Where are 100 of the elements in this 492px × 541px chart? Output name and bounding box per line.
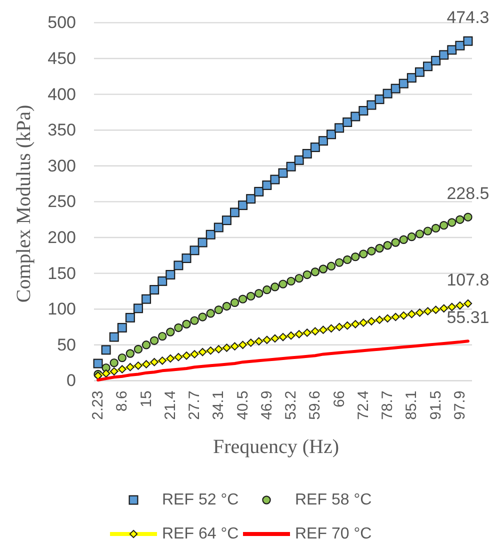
point — [222, 302, 232, 311]
point — [302, 270, 312, 280]
point — [270, 282, 280, 292]
x-tick-label: 8.6 — [114, 390, 131, 412]
point — [222, 344, 231, 352]
y-tick-label: 400 — [48, 84, 76, 104]
point — [359, 318, 368, 327]
legend-label: REF 70 °C — [295, 526, 372, 541]
point — [166, 270, 176, 280]
point — [166, 328, 175, 336]
data-label: 228.5 — [446, 184, 490, 204]
point — [182, 352, 191, 360]
point — [342, 255, 352, 264]
point — [150, 358, 158, 366]
x-tick-label: 34.1 — [210, 390, 228, 420]
y-tick-label: 500 — [48, 13, 76, 32]
point — [343, 321, 352, 330]
point — [351, 320, 360, 328]
point — [118, 365, 126, 374]
point — [359, 250, 368, 258]
point — [423, 226, 432, 236]
point — [456, 215, 464, 224]
point — [254, 289, 264, 298]
point — [182, 320, 191, 328]
x-tick-label: 78.7 — [379, 390, 396, 420]
point — [375, 316, 384, 324]
point — [158, 356, 166, 365]
point — [125, 312, 135, 322]
legend-label: REF 58 °C — [295, 492, 372, 508]
point — [126, 349, 135, 358]
x-tick-label: 27.7 — [186, 390, 204, 420]
point — [190, 350, 199, 358]
x-tick-label: 40.5 — [234, 390, 252, 420]
point — [230, 208, 240, 218]
x-tick-label: 85.1 — [403, 390, 420, 420]
y-tick-label: 350 — [48, 120, 76, 140]
point — [206, 346, 215, 355]
point — [391, 312, 400, 322]
point — [270, 174, 280, 184]
x-axis-title: Frequency (Hz) — [212, 436, 340, 458]
point — [174, 352, 183, 362]
point — [374, 94, 384, 104]
point — [342, 117, 352, 127]
point — [238, 294, 248, 304]
x-tick-label: 15 — [138, 390, 155, 408]
point — [262, 285, 272, 294]
point — [326, 130, 336, 140]
point — [416, 308, 424, 317]
point — [358, 106, 368, 116]
x-tick-label: 21.4 — [162, 390, 179, 420]
point — [440, 220, 448, 230]
point — [407, 232, 416, 242]
point — [415, 230, 424, 238]
point — [350, 112, 360, 122]
point — [246, 292, 256, 301]
point — [190, 246, 200, 256]
point — [375, 244, 384, 253]
point — [102, 369, 110, 378]
point — [214, 345, 223, 354]
point — [382, 88, 392, 98]
point — [134, 362, 142, 370]
point — [310, 142, 320, 152]
point — [206, 230, 216, 240]
x-tick-label: 59.6 — [306, 390, 324, 420]
point — [222, 216, 232, 226]
point — [118, 353, 126, 362]
point — [126, 362, 134, 372]
data-label: 107.8 — [446, 270, 490, 290]
point — [408, 310, 416, 318]
point — [246, 194, 256, 204]
point — [464, 299, 472, 308]
point — [286, 331, 296, 340]
x-tick-label: 91.5 — [427, 390, 444, 420]
point — [399, 235, 408, 244]
point — [117, 322, 127, 332]
point — [456, 301, 464, 310]
y-tick-label: 50 — [57, 335, 76, 354]
point — [278, 168, 288, 178]
point — [262, 336, 272, 344]
point — [400, 311, 408, 320]
point — [294, 274, 304, 283]
point — [134, 344, 143, 354]
point — [142, 294, 152, 304]
point — [198, 348, 207, 356]
point — [93, 358, 103, 368]
point — [334, 123, 344, 133]
point — [278, 332, 288, 342]
data-label: 55.31 — [446, 308, 490, 328]
point — [214, 305, 224, 314]
point — [214, 222, 224, 232]
point — [367, 317, 376, 326]
point — [367, 246, 376, 256]
point — [383, 241, 392, 250]
point — [254, 337, 263, 346]
point — [109, 332, 119, 342]
point — [101, 345, 111, 355]
point — [246, 338, 255, 347]
point — [110, 358, 118, 368]
point — [238, 200, 248, 210]
point — [406, 73, 416, 83]
